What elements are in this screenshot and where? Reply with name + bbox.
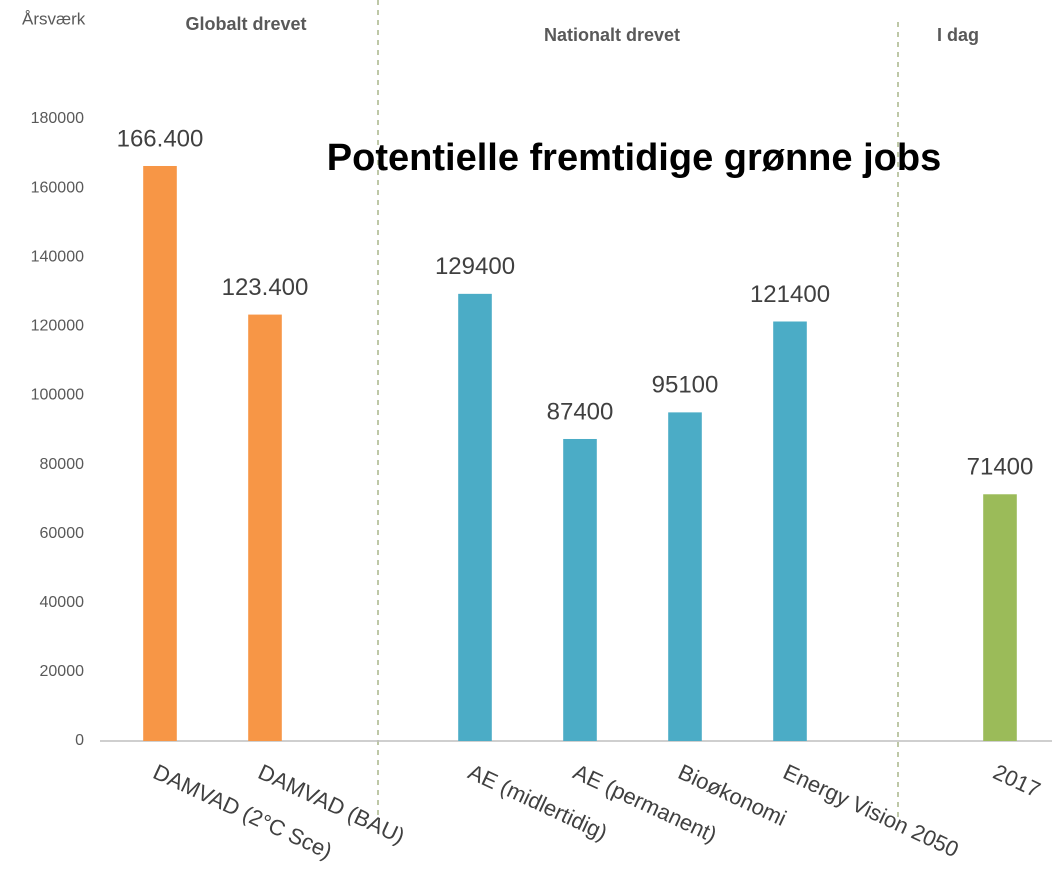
- y-tick-label: 100000: [31, 387, 84, 404]
- x-tick-label: 2017: [989, 759, 1044, 802]
- y-axis-label: Årsværk: [22, 9, 86, 28]
- value-label: 71400: [967, 454, 1034, 481]
- bar: [563, 438, 597, 741]
- chart-title: Potentielle fremtidige grønne jobs: [327, 137, 941, 179]
- y-tick-label: 20000: [40, 663, 85, 680]
- group-label: Globalt drevet: [185, 14, 306, 34]
- value-label: 166.400: [117, 125, 204, 152]
- y-tick-label: 0: [75, 732, 84, 749]
- y-tick-label: 120000: [31, 318, 84, 335]
- x-tick-label: DAMVAD (2°C Sce): [149, 759, 336, 864]
- value-label: 87400: [547, 398, 614, 425]
- y-tick-label: 60000: [40, 525, 85, 542]
- value-label: 123.400: [222, 274, 309, 301]
- y-tick-label: 80000: [40, 456, 85, 473]
- group-label: Nationalt drevet: [544, 25, 680, 45]
- x-tick-label: Energy Vision 2050: [779, 759, 962, 862]
- y-tick-label: 40000: [40, 594, 85, 611]
- bar: [143, 165, 177, 742]
- bar: [248, 314, 282, 741]
- value-label: 95100: [652, 372, 719, 399]
- value-label: 121400: [750, 281, 830, 308]
- y-tick-label: 180000: [31, 110, 84, 127]
- bar: [668, 412, 702, 741]
- bar: [983, 494, 1017, 741]
- value-label: 129400: [435, 253, 515, 280]
- group-label: I dag: [937, 25, 979, 45]
- bar: [458, 293, 492, 741]
- y-tick-label: 160000: [31, 179, 84, 196]
- y-tick-label: 140000: [31, 248, 84, 265]
- bar: [773, 321, 807, 741]
